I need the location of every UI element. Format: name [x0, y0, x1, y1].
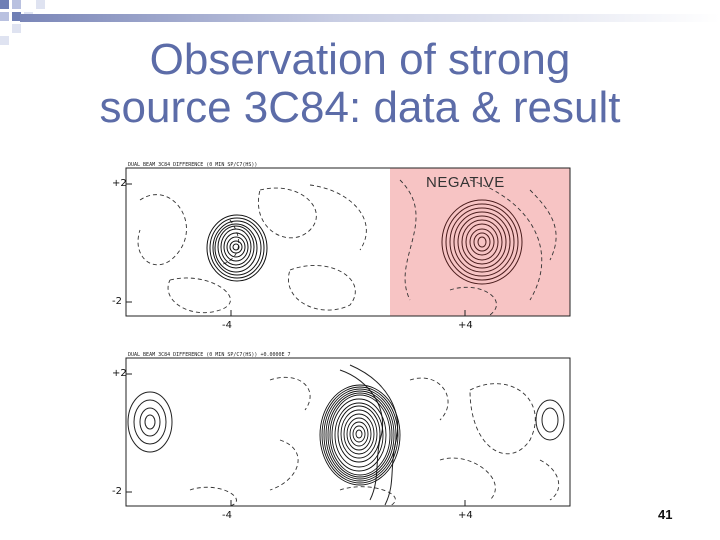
bottom-y-tick-plus2: +2 [112, 368, 127, 379]
top-x-tick-plus4: +4 [458, 320, 473, 331]
title-line-2: source 3C84: data & result [99, 83, 621, 132]
top-y-tick-minus2: -2 [112, 296, 122, 307]
top-y-tick-plus2: +2 [112, 178, 127, 189]
title-line-1: Observation of strong [149, 35, 571, 84]
bottom-contour-map: DUAL BEAM 3C84 DIFFERENCE (0 MIN SP/C7(H… [110, 350, 578, 522]
page-number: 41 [658, 507, 673, 522]
bottom-x-tick-minus4: -4 [222, 510, 232, 521]
top-x-tick-minus4: -4 [222, 320, 232, 331]
negative-label: NEGATIVE [426, 174, 505, 191]
top-panel-header: DUAL BEAM 3C84 DIFFERENCE (0 MIN SP/C7(H… [128, 162, 257, 168]
header-rule [20, 14, 720, 22]
bottom-y-tick-minus2: -2 [112, 486, 122, 497]
bottom-x-tick-plus4: +4 [458, 510, 473, 521]
bottom-panel-header: DUAL BEAM 3C84 DIFFERENCE (0 MIN SP/C7(H… [128, 352, 291, 358]
slide-title: Observation of strong source 3C84: data … [0, 36, 720, 132]
top-contour-map: DUAL BEAM 3C84 DIFFERENCE (0 MIN SP/C7(H… [110, 160, 578, 332]
